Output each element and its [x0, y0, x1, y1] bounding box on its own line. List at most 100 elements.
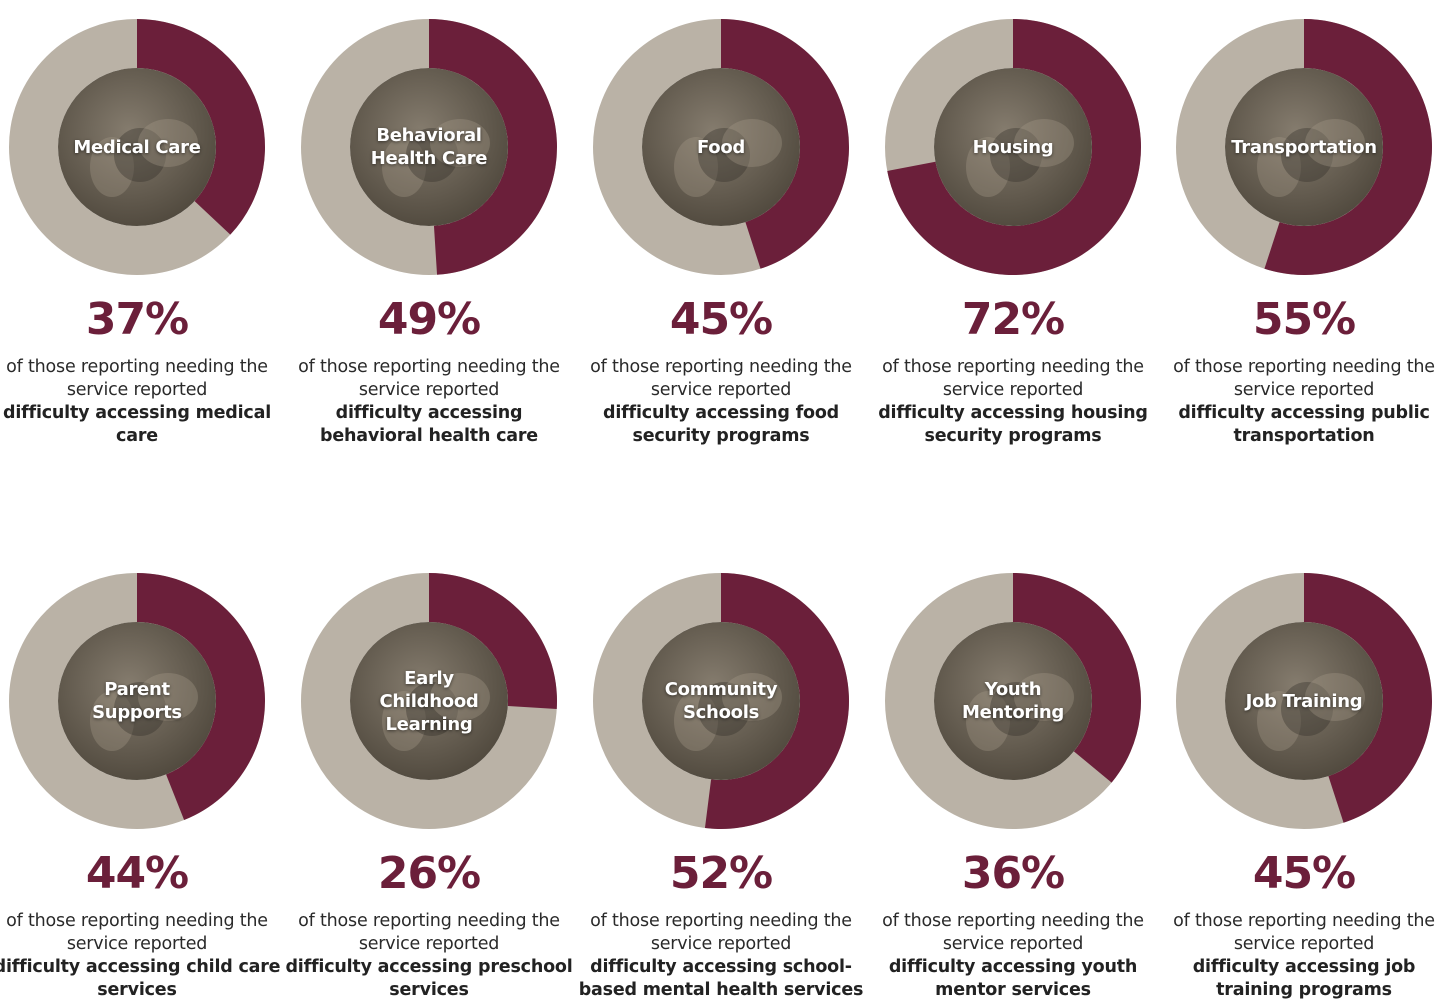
photo-texture	[382, 691, 426, 751]
photo-texture	[1305, 673, 1365, 721]
donut-chart	[592, 18, 850, 276]
photo-texture	[138, 119, 198, 167]
photo-placeholder	[1225, 622, 1383, 780]
donut-value-arc	[721, 19, 849, 269]
description-plain: of those reporting needing the service r…	[882, 911, 1144, 954]
percent-value: 44%	[85, 848, 189, 899]
description-bold: difficulty accessing housing security pr…	[878, 403, 1148, 446]
percent-value: 45%	[669, 294, 773, 345]
photo-texture	[406, 682, 458, 736]
chart-cell: Housing 72% of those reporting needing the…	[867, 18, 1159, 446]
description-bold: difficulty accessing youth mentor servic…	[888, 957, 1138, 1000]
donut-chart	[1175, 572, 1433, 830]
description-plain: of those reporting needing the service r…	[590, 357, 852, 400]
description: of those reporting needing the service r…	[1158, 356, 1440, 448]
photo-texture	[90, 691, 134, 751]
photo-texture	[1257, 691, 1301, 751]
chart-cell: Youth Mentoring 36% of those reporting nee…	[867, 572, 1159, 1000]
photo-texture	[406, 128, 458, 182]
percent-value: 45%	[1252, 848, 1356, 899]
photo-placeholder	[350, 68, 508, 226]
description-plain: of those reporting needing the service r…	[6, 911, 268, 954]
percent-value: 49%	[377, 294, 481, 345]
photo-placeholder	[642, 622, 800, 780]
description: of those reporting needing the service r…	[575, 356, 867, 448]
donut-chart	[300, 572, 558, 830]
donut-chart	[8, 18, 266, 276]
photo-placeholder	[934, 68, 1092, 226]
donut-chart	[8, 572, 266, 830]
photo-texture	[114, 128, 166, 182]
photo-texture	[1281, 128, 1333, 182]
photo-texture	[966, 137, 1010, 197]
chart-cell: Parent Supports 44% of those reporting nee…	[0, 572, 283, 1000]
donut-value-arc	[1264, 19, 1432, 275]
photo-texture	[674, 137, 718, 197]
chart-cell: Behavioral Health Care 49% of those report…	[283, 18, 575, 446]
description-plain: of those reporting needing the service r…	[1173, 911, 1435, 954]
description-bold: difficulty accessing child care services	[0, 957, 281, 1000]
photo-texture	[722, 673, 782, 721]
description: of those reporting needing the service r…	[1158, 910, 1440, 1002]
description-bold: difficulty accessing food security progr…	[603, 403, 839, 446]
photo-texture	[698, 128, 750, 182]
donut-value-arc	[1013, 573, 1141, 783]
description-bold: difficulty accessing preschool services	[285, 957, 573, 1000]
photo-texture	[1281, 682, 1333, 736]
description-plain: of those reporting needing the service r…	[590, 911, 852, 954]
chart-cell: Transportation 55% of those reporting need…	[1158, 18, 1440, 446]
description-plain: of those reporting needing the service r…	[1173, 357, 1435, 400]
percent-value: 37%	[85, 294, 189, 345]
description: of those reporting needing the service r…	[575, 910, 867, 1002]
description-bold: difficulty accessing public transportati…	[1178, 403, 1430, 446]
photo-texture	[1257, 137, 1301, 197]
photo-placeholder	[642, 68, 800, 226]
photo-texture	[1014, 673, 1074, 721]
percent-value: 52%	[669, 848, 773, 899]
donut-value-arc	[704, 573, 849, 829]
percent-value: 36%	[961, 848, 1065, 899]
donut-chart	[884, 18, 1142, 276]
photo-texture	[698, 682, 750, 736]
photo-placeholder	[58, 68, 216, 226]
description-plain: of those reporting needing the service r…	[298, 357, 560, 400]
photo-texture	[722, 119, 782, 167]
donut-chart	[592, 572, 850, 830]
donut-chart	[884, 572, 1142, 830]
photo-texture	[1014, 119, 1074, 167]
chart-cell: Job Training 45% of those reporting needin…	[1158, 572, 1440, 1000]
percent-value: 55%	[1252, 294, 1356, 345]
description: of those reporting needing the service r…	[867, 356, 1159, 448]
chart-cell: Food 45% of those reporting needing the se…	[575, 18, 867, 446]
photo-texture	[138, 673, 198, 721]
photo-texture	[1305, 119, 1365, 167]
description-plain: of those reporting needing the service r…	[6, 357, 268, 400]
photo-placeholder	[58, 622, 216, 780]
description: of those reporting needing the service r…	[0, 356, 283, 448]
chart-cell: Early Childhood Learning 26% of those repo…	[283, 572, 575, 1000]
photo-texture	[114, 682, 166, 736]
donut-chart	[300, 18, 558, 276]
photo-texture	[966, 691, 1010, 751]
photo-texture	[90, 137, 134, 197]
description: of those reporting needing the service r…	[283, 356, 575, 448]
chart-cell: Community Schools 52% of those reporting n…	[575, 572, 867, 1000]
description: of those reporting needing the service r…	[0, 910, 283, 1002]
chart-cell: Medical Care 37% of those reporting needin…	[0, 18, 283, 446]
description: of those reporting needing the service r…	[867, 910, 1159, 1002]
percent-value: 72%	[961, 294, 1065, 345]
donut-value-arc	[137, 19, 265, 235]
donut-value-arc	[429, 19, 558, 275]
donut-value-arc	[1304, 573, 1432, 823]
donut-value-arc	[137, 573, 266, 821]
description-bold: difficulty accessing job training progra…	[1192, 957, 1416, 1000]
percent-value: 26%	[377, 848, 481, 899]
description: of those reporting needing the service r…	[283, 910, 575, 1002]
photo-texture	[382, 137, 426, 197]
donut-value-arc	[429, 573, 557, 710]
description-plain: of those reporting needing the service r…	[298, 911, 560, 954]
description-bold: difficulty accessing behavioral health c…	[320, 403, 538, 446]
photo-texture	[430, 119, 490, 167]
photo-texture	[990, 128, 1042, 182]
